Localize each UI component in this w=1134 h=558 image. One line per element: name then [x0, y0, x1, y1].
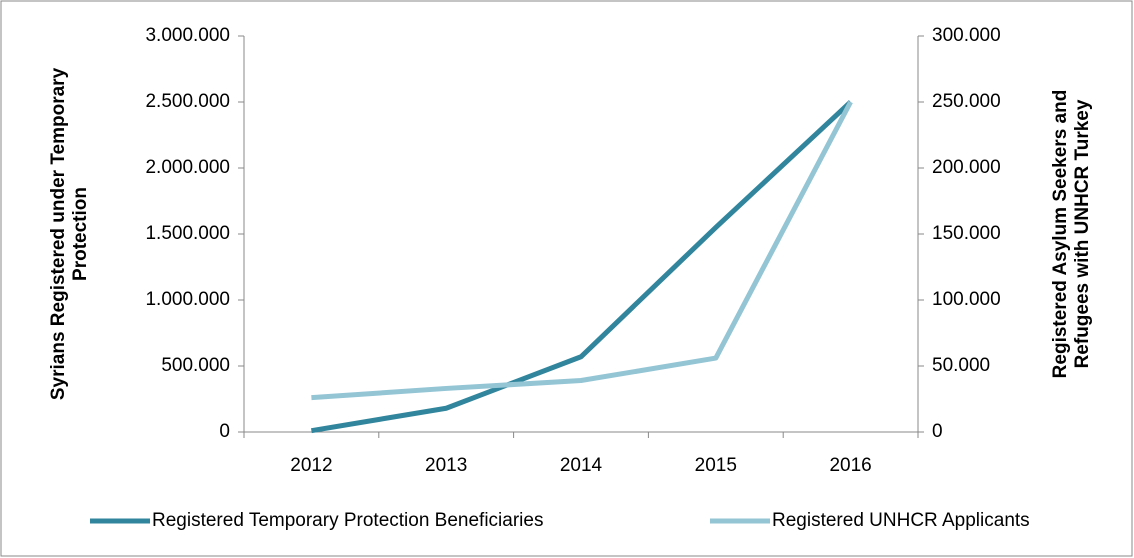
y2-tick-label: 200.000	[932, 157, 1001, 178]
y-tick-label: 1.000.000	[145, 289, 230, 310]
x-tick-label: 2016	[829, 455, 871, 476]
y-tick-label: 2.500.000	[145, 91, 230, 112]
legend-label: Registered Temporary Protection Benefici…	[152, 510, 543, 531]
y-axis-title-line: Protection	[70, 187, 91, 281]
legend-label: Registered UNHCR Applicants	[772, 510, 1030, 531]
y-tick-label: 2.000.000	[145, 157, 230, 178]
y2-tick-label: 250.000	[932, 91, 1001, 112]
y-axis-title-line: Syrians Registered under Temporary	[48, 67, 69, 400]
y2-axis-title-line: Refugees with UNHCR Turkey	[1072, 99, 1093, 368]
y2-tick-label: 50.000	[932, 355, 990, 376]
y-tick-label: 1.500.000	[145, 223, 230, 244]
x-tick-label: 2014	[560, 455, 603, 476]
y-tick-label: 0	[219, 421, 230, 442]
series-line	[311, 100, 853, 401]
y-tick-label: 500.000	[161, 355, 230, 376]
y2-tick-label: 100.000	[932, 289, 1001, 310]
y2-tick-label: 0	[932, 421, 943, 442]
y-tick-label: 3.000.000	[145, 25, 230, 46]
y2-tick-label: 150.000	[932, 223, 1001, 244]
x-tick-label: 2013	[425, 455, 467, 476]
y2-axis-title-line: Registered Asylum Seekers and	[1050, 90, 1071, 379]
y2-tick-label: 300.000	[932, 25, 1001, 46]
y-axis-title: Syrians Registered under TemporaryProtec…	[48, 67, 91, 400]
y2-axis-title: Registered Asylum Seekers andRefugees wi…	[1050, 90, 1093, 379]
series-line	[310, 100, 853, 434]
x-tick-label: 2012	[290, 455, 332, 476]
x-tick-label: 2015	[695, 455, 737, 476]
